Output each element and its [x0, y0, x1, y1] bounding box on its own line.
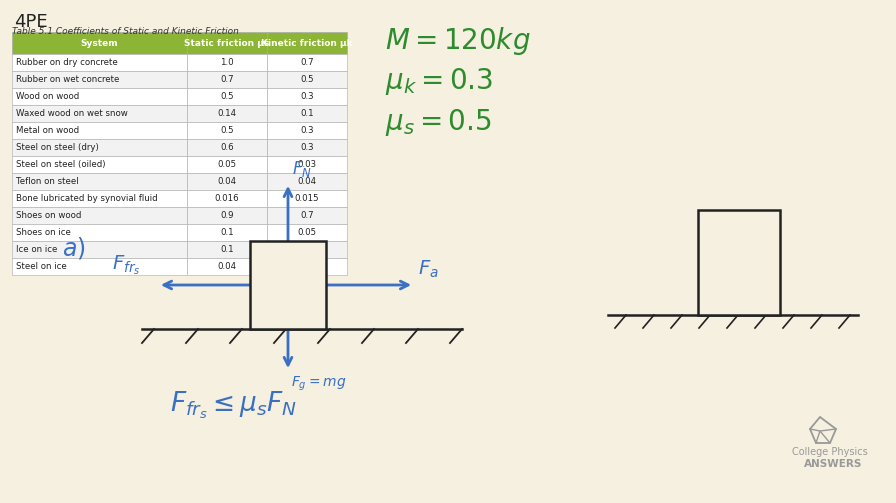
Text: 0.7: 0.7 [220, 75, 234, 84]
Text: 0.015: 0.015 [295, 194, 319, 203]
Text: 0.1: 0.1 [220, 245, 234, 254]
Text: 0.05: 0.05 [297, 228, 316, 237]
Text: 0.02: 0.02 [297, 262, 316, 271]
Bar [187, 190, 267, 207]
Text: $F_g=mg$: $F_g=mg$ [291, 375, 347, 393]
Bar [187, 258, 267, 275]
Bar [187, 71, 267, 88]
Bar [12, 71, 187, 88]
Text: 0.03: 0.03 [297, 160, 316, 169]
Text: Steel on ice: Steel on ice [16, 262, 66, 271]
Text: 0.1: 0.1 [220, 228, 234, 237]
Text: Shoes on wood: Shoes on wood [16, 211, 82, 220]
Text: $\mu_k= 0.3$: $\mu_k= 0.3$ [385, 66, 493, 97]
Bar [12, 156, 187, 173]
Text: Static friction μs: Static friction μs [185, 39, 270, 47]
Bar [267, 241, 347, 258]
Bar [12, 122, 187, 139]
Text: $F_{fr_s}$: $F_{fr_s}$ [112, 254, 141, 277]
Text: 0.3: 0.3 [300, 92, 314, 101]
Bar [267, 173, 347, 190]
Text: Steel on steel (oiled): Steel on steel (oiled) [16, 160, 106, 169]
Text: College Physics: College Physics [792, 447, 867, 457]
Bar [12, 32, 187, 54]
Bar [187, 105, 267, 122]
Bar [267, 190, 347, 207]
Bar [267, 207, 347, 224]
Text: $F_N$: $F_N$ [292, 159, 312, 179]
Text: 0.04: 0.04 [218, 262, 237, 271]
Bar [250, 241, 326, 329]
Text: Table 5.1 Coefficients of Static and Kinetic Friction: Table 5.1 Coefficients of Static and Kin… [12, 27, 239, 36]
Bar [12, 173, 187, 190]
Bar [187, 224, 267, 241]
Text: $F_a$: $F_a$ [418, 259, 439, 280]
Text: Teflon on steel: Teflon on steel [16, 177, 79, 186]
Text: $a)$: $a)$ [62, 235, 86, 261]
Bar [267, 32, 347, 54]
Bar [267, 139, 347, 156]
Text: 0.5: 0.5 [300, 75, 314, 84]
Bar [12, 88, 187, 105]
Text: 0.016: 0.016 [215, 194, 239, 203]
Text: 0.7: 0.7 [300, 58, 314, 67]
Bar [12, 54, 187, 71]
Text: $M= 120kg$: $M= 120kg$ [385, 25, 530, 57]
Bar [12, 207, 187, 224]
Text: 0.14: 0.14 [218, 109, 237, 118]
Bar [187, 207, 267, 224]
Text: Metal on wood: Metal on wood [16, 126, 79, 135]
Bar [267, 224, 347, 241]
Bar [267, 54, 347, 71]
Text: Shoes on ice: Shoes on ice [16, 228, 71, 237]
Text: Wood on wood: Wood on wood [16, 92, 79, 101]
Text: 0.1: 0.1 [300, 109, 314, 118]
Text: Ice on ice: Ice on ice [16, 245, 57, 254]
Bar [187, 122, 267, 139]
Bar [12, 105, 187, 122]
Text: Steel on steel (dry): Steel on steel (dry) [16, 143, 99, 152]
Text: 0.04: 0.04 [218, 177, 237, 186]
Text: 0.7: 0.7 [300, 211, 314, 220]
Bar [187, 54, 267, 71]
Bar [187, 173, 267, 190]
Text: 0.5: 0.5 [220, 92, 234, 101]
Text: ANSWERS: ANSWERS [804, 459, 862, 469]
Text: Rubber on dry concrete: Rubber on dry concrete [16, 58, 117, 67]
Text: 0.5: 0.5 [220, 126, 234, 135]
Text: Kinetic friction μk: Kinetic friction μk [262, 39, 353, 47]
Text: Waxed wood on wet snow: Waxed wood on wet snow [16, 109, 128, 118]
Bar [12, 224, 187, 241]
Bar [267, 156, 347, 173]
Bar [267, 258, 347, 275]
Text: 0.6: 0.6 [220, 143, 234, 152]
Text: $F_{fr_s} \leq \mu_s F_N$: $F_{fr_s} \leq \mu_s F_N$ [170, 389, 297, 421]
Bar [187, 88, 267, 105]
Text: 0.03: 0.03 [297, 245, 316, 254]
Bar [267, 71, 347, 88]
Bar [187, 32, 267, 54]
Text: $\mu_s = 0.5$: $\mu_s = 0.5$ [385, 107, 492, 138]
Text: 0.3: 0.3 [300, 143, 314, 152]
Text: 0.9: 0.9 [220, 211, 234, 220]
Bar [698, 210, 780, 315]
Bar [267, 88, 347, 105]
Bar [12, 139, 187, 156]
Text: 4PE: 4PE [14, 13, 47, 31]
Bar [12, 241, 187, 258]
Text: Bone lubricated by synovial fluid: Bone lubricated by synovial fluid [16, 194, 158, 203]
Bar [12, 258, 187, 275]
Bar [187, 241, 267, 258]
Text: 0.3: 0.3 [300, 126, 314, 135]
Bar [267, 105, 347, 122]
Text: 1.0: 1.0 [220, 58, 234, 67]
Bar [267, 122, 347, 139]
Text: 0.04: 0.04 [297, 177, 316, 186]
Text: 0.05: 0.05 [218, 160, 237, 169]
Bar [187, 139, 267, 156]
Text: Rubber on wet concrete: Rubber on wet concrete [16, 75, 119, 84]
Text: System: System [81, 39, 118, 47]
Bar [12, 190, 187, 207]
Bar [187, 156, 267, 173]
